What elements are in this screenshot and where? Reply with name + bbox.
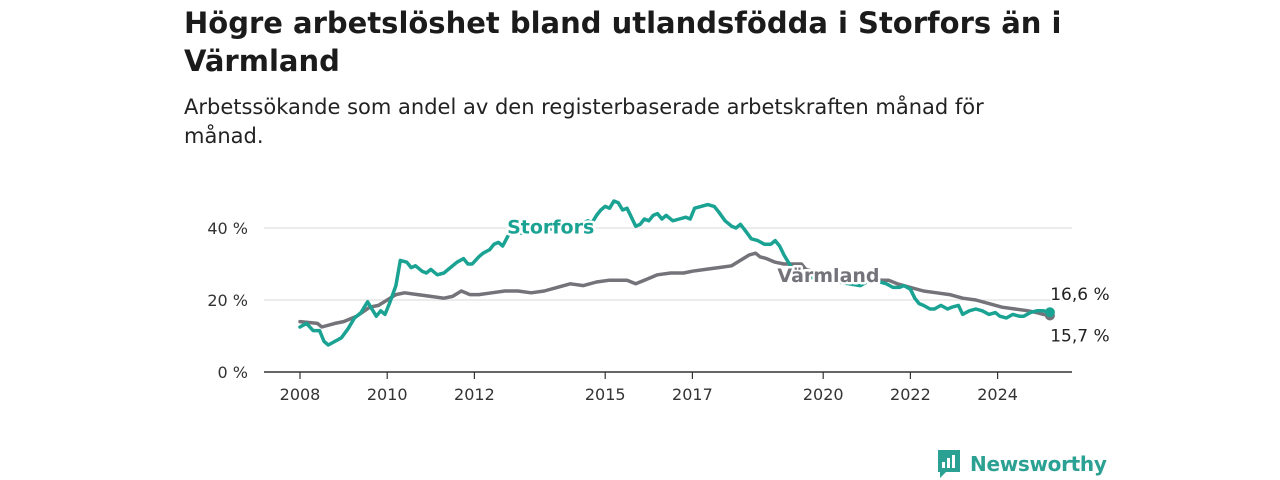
series-label-halo: Värmland	[777, 265, 879, 287]
x-axis: 2008 2010 2012 2015 2017 2020 2022 2024	[264, 371, 1072, 404]
chart-subtitle: Arbetssökande som andel av den registerb…	[184, 95, 984, 148]
series-line-vrmland	[298, 251, 1052, 329]
y-tick-label: 40 %	[207, 219, 248, 238]
x-tick-label: 2020	[803, 385, 844, 404]
x-tick-label: 2008	[280, 385, 321, 404]
x-tick-label: 2022	[890, 385, 931, 404]
end-value-label-vrmland: 15,7 %	[1050, 326, 1109, 346]
series-label-halo: Storfors	[507, 216, 594, 238]
brand-logo: Newsworthy	[936, 448, 1107, 480]
x-tick-label: 2012	[454, 385, 495, 404]
series-lines	[298, 199, 1055, 347]
end-value-halo: 16,6 %	[1050, 285, 1109, 305]
y-tick-label: 0 %	[218, 363, 248, 382]
x-tick-label: 2015	[585, 385, 626, 404]
series-label-vrmland: Värmland	[777, 265, 879, 287]
newsworthy-logo-icon	[938, 450, 960, 478]
series-line-storfors	[298, 199, 1052, 347]
x-tick-label: 2017	[672, 385, 713, 404]
end-value-halo: 15,7 %	[1050, 326, 1109, 346]
x-tick-label: 2024	[977, 385, 1018, 404]
x-tick-label: 2010	[367, 385, 408, 404]
chart-title: Högre arbetslöshet bland utlandsfödda i …	[184, 6, 1062, 78]
end-value-label-storfors: 16,6 %	[1050, 285, 1109, 305]
series-end-marker-storfors	[1044, 307, 1055, 318]
gridlines: 0 % 20 % 40 %	[207, 219, 1072, 382]
series-label-storfors: Storfors	[507, 216, 594, 238]
y-tick-label: 20 %	[207, 291, 248, 310]
brand-name: Newsworthy	[970, 452, 1107, 476]
